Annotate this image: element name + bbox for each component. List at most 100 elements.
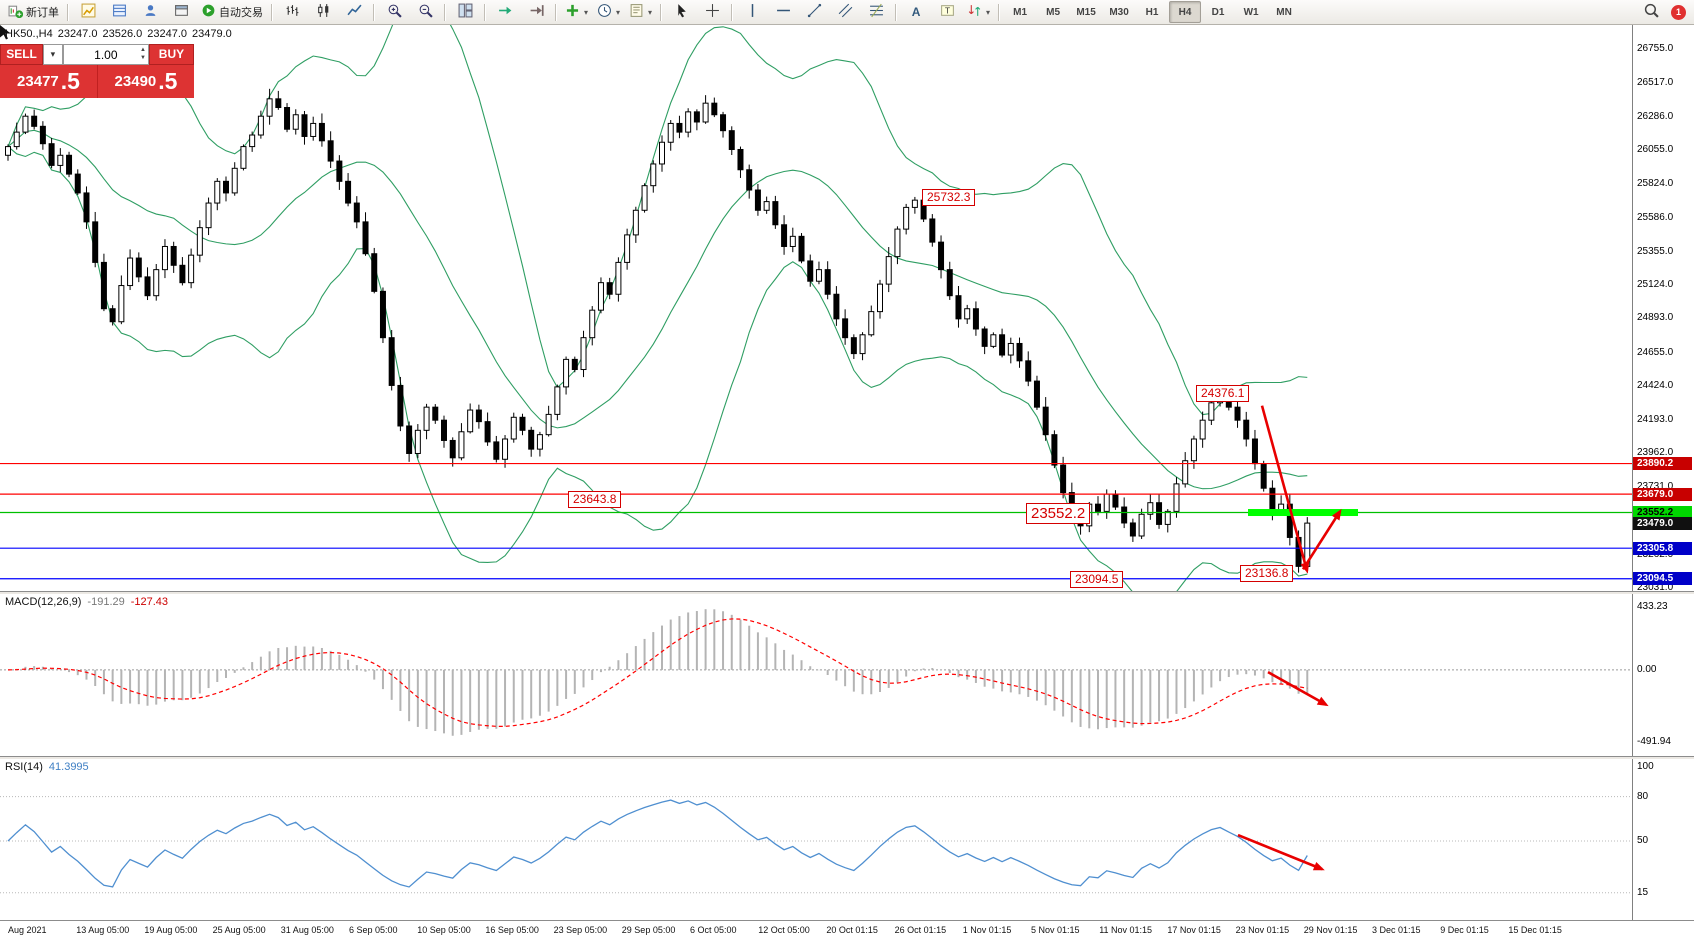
buy-button[interactable]: BUY (148, 44, 194, 65)
new-order-icon (8, 3, 24, 21)
macd-indicator-pane[interactable]: MACD(12,26,9) -191.29 -127.43 433.23 0.00 -4… (0, 594, 1694, 756)
buy-price-main: 23490 (114, 73, 157, 90)
indicators-button[interactable] (561, 1, 592, 23)
macd-scale-label: 0.00 (1637, 663, 1657, 675)
horizontal-level-lines[interactable] (0, 462, 1632, 580)
price-axis-tick: 24193.0 (1637, 413, 1674, 425)
toolbar-separator (67, 3, 69, 21)
price-flag[interactable]: 24376.1 (1196, 385, 1250, 403)
macd-label: MACD(12,26,9) (5, 596, 82, 608)
timeframe-m30-button[interactable]: M30 (1109, 6, 1129, 18)
bar-chart-icon (285, 3, 300, 21)
ohlc-close: 23479.0 (192, 28, 232, 40)
templates-button[interactable] (625, 1, 656, 23)
horizontal-line-button[interactable] (768, 1, 798, 23)
terminal-button[interactable] (166, 1, 196, 23)
timeframe-w1-button[interactable]: W1 (1243, 6, 1259, 18)
trend-arrow[interactable] (1301, 508, 1342, 570)
macd-scale-label: -491.94 (1637, 735, 1671, 747)
timeframe-h1-button[interactable]: H1 (1145, 6, 1159, 18)
market-watch-button[interactable] (73, 1, 103, 23)
crosshair-button[interactable] (697, 1, 727, 23)
pane-splitter[interactable] (0, 591, 1694, 594)
timeframe-d1-button[interactable]: D1 (1211, 6, 1225, 18)
price-flag[interactable]: 23552.2 (1026, 502, 1091, 524)
time-axis-label: 19 Aug 05:00 (144, 925, 198, 935)
zoom-in-button[interactable] (379, 1, 409, 23)
periods-button[interactable] (593, 1, 624, 23)
auto-trading-button[interactable]: 自动交易 (197, 1, 267, 23)
trendline-button[interactable] (799, 1, 829, 23)
data-window-button[interactable] (104, 1, 134, 23)
navigator-button[interactable] (135, 1, 165, 23)
data-window-icon (112, 3, 127, 21)
ohlc-high: 23526.0 (102, 28, 143, 40)
price-axis-tag: 23305.8 (1633, 541, 1692, 555)
trend-arrow[interactable] (1237, 833, 1325, 871)
time-axis-label: 3 Dec 01:15 (1372, 925, 1421, 935)
rsi-canvas[interactable] (0, 759, 1694, 920)
toolbar-separator (731, 3, 734, 21)
timeframe-mn-button[interactable]: MN (1276, 6, 1292, 18)
trend-arrow[interactable] (1267, 670, 1329, 707)
text-label-button[interactable]: T (932, 1, 962, 23)
auto-scroll-button[interactable] (490, 1, 520, 23)
time-axis-label: 6 Sep 05:00 (349, 925, 398, 935)
time-axis-label: 11 Nov 01:15 (1099, 925, 1153, 935)
vertical-line-button[interactable] (737, 1, 767, 23)
chart-shift-button[interactable] (521, 1, 551, 23)
sell-price[interactable]: 23477.5 (0, 65, 97, 98)
price-axis-tag: 23679.0 (1633, 487, 1692, 501)
time-axis-label: 16 Sep 05:00 (485, 925, 539, 935)
price-flag[interactable]: 25732.3 (922, 188, 976, 206)
buy-price[interactable]: 23490.5 (97, 65, 194, 98)
volume-value: 1.00 (94, 47, 118, 62)
volume-spinner[interactable] (140, 46, 146, 62)
volume-input[interactable]: 1.00 (62, 44, 149, 65)
pane-splitter[interactable] (0, 756, 1694, 759)
fibonacci-icon (869, 3, 884, 21)
bar-chart-button[interactable] (277, 1, 307, 23)
timeframe-m1-button[interactable]: M1 (1013, 6, 1028, 18)
time-axis-label: 31 Aug 05:00 (280, 925, 334, 935)
fibonacci-button[interactable] (861, 1, 891, 23)
timeframe-h4-button[interactable]: H4 (1169, 1, 1202, 23)
macd-scale-label: 433.23 (1637, 600, 1668, 612)
bollinger-bands (7, 25, 1308, 591)
price-axis-tick: 24893.0 (1637, 312, 1674, 324)
text-button[interactable]: A (901, 1, 931, 23)
price-flag[interactable]: 23643.8 (568, 491, 622, 509)
order-options-dropdown[interactable] (43, 44, 63, 65)
price-flag[interactable]: 23136.8 (1240, 564, 1294, 582)
toolbar-separator (998, 3, 1001, 21)
time-axis-label: 9 Dec 01:15 (1440, 925, 1489, 935)
main-chart-canvas[interactable] (0, 25, 1694, 591)
arrows-button[interactable] (963, 1, 994, 23)
sell-button[interactable]: SELL (0, 44, 44, 65)
candlestick-chart-button[interactable] (308, 1, 338, 23)
price-axis-tick: 25824.0 (1637, 177, 1674, 189)
support-zone-highlight[interactable] (1248, 509, 1358, 517)
channel-button[interactable] (830, 1, 860, 23)
navigator-icon (143, 3, 158, 21)
vertical-line-icon (745, 3, 760, 21)
search-icon (1644, 3, 1659, 21)
price-flag[interactable]: 23094.5 (1070, 570, 1124, 588)
price-axis-tick: 26755.0 (1637, 42, 1674, 54)
price-axis-tick: 25586.0 (1637, 212, 1674, 224)
price-axis-tick: 25124.0 (1637, 278, 1674, 290)
time-axis[interactable]: Aug 2021 13 Aug 05:00 19 Aug 05:00 25 Aug 0… (0, 920, 1694, 946)
timeframe-m5-button[interactable]: M5 (1046, 6, 1061, 18)
price-axis-tick: 26286.0 (1637, 110, 1674, 122)
macd-canvas[interactable] (0, 594, 1694, 756)
main-chart-pane[interactable]: HK50.,H4 23247.0 23526.0 23247.0 23479.0 SEL… (0, 25, 1694, 591)
line-chart-button[interactable] (339, 1, 369, 23)
search-button[interactable] (1636, 1, 1666, 23)
cursor-button[interactable] (666, 1, 696, 23)
tile-windows-button[interactable] (450, 1, 480, 23)
notification-badge[interactable]: 1 (1671, 4, 1686, 20)
zoom-out-button[interactable] (410, 1, 440, 23)
rsi-indicator-pane[interactable]: RSI(14) 41.3995 100 80 50 15 (0, 759, 1694, 920)
timeframe-m15-button[interactable]: M15 (1076, 6, 1096, 18)
new-order-button[interactable]: 新订单 (4, 1, 63, 23)
